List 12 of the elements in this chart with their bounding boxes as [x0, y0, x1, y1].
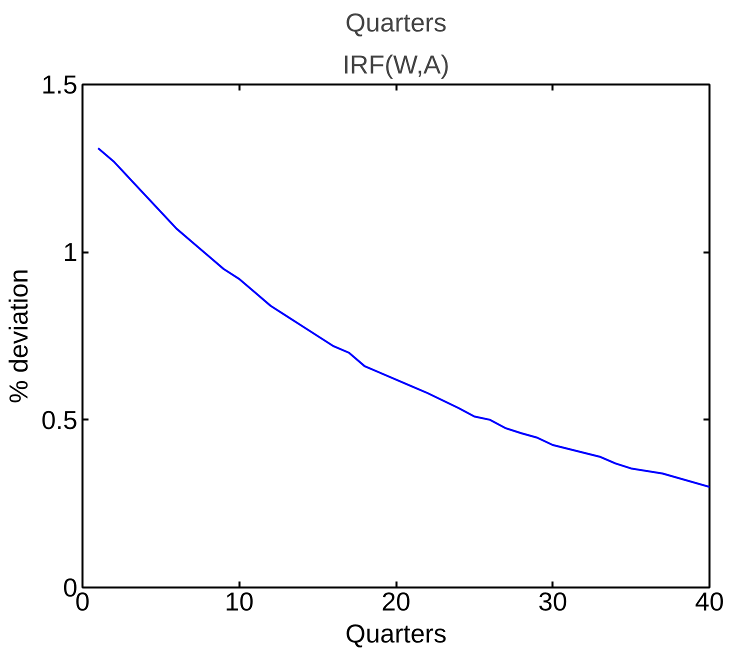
text: Quarters	[345, 8, 447, 38]
chart-title: IRF(W,A)	[342, 50, 450, 80]
y-tick-label: 1.5	[41, 70, 78, 100]
y-axis-title: % deviation	[3, 268, 34, 404]
line-series	[97, 147, 710, 488]
y-tick-label: 0.5	[41, 404, 78, 435]
x-tick-label: 20	[382, 586, 410, 616]
x-tick-label: 40	[695, 586, 724, 616]
x-tick-label: 10	[224, 586, 254, 616]
x-tick-label: 30	[538, 586, 568, 616]
y-tick-label: 1	[63, 237, 78, 268]
x-axis-title: Quarters	[345, 618, 447, 648]
